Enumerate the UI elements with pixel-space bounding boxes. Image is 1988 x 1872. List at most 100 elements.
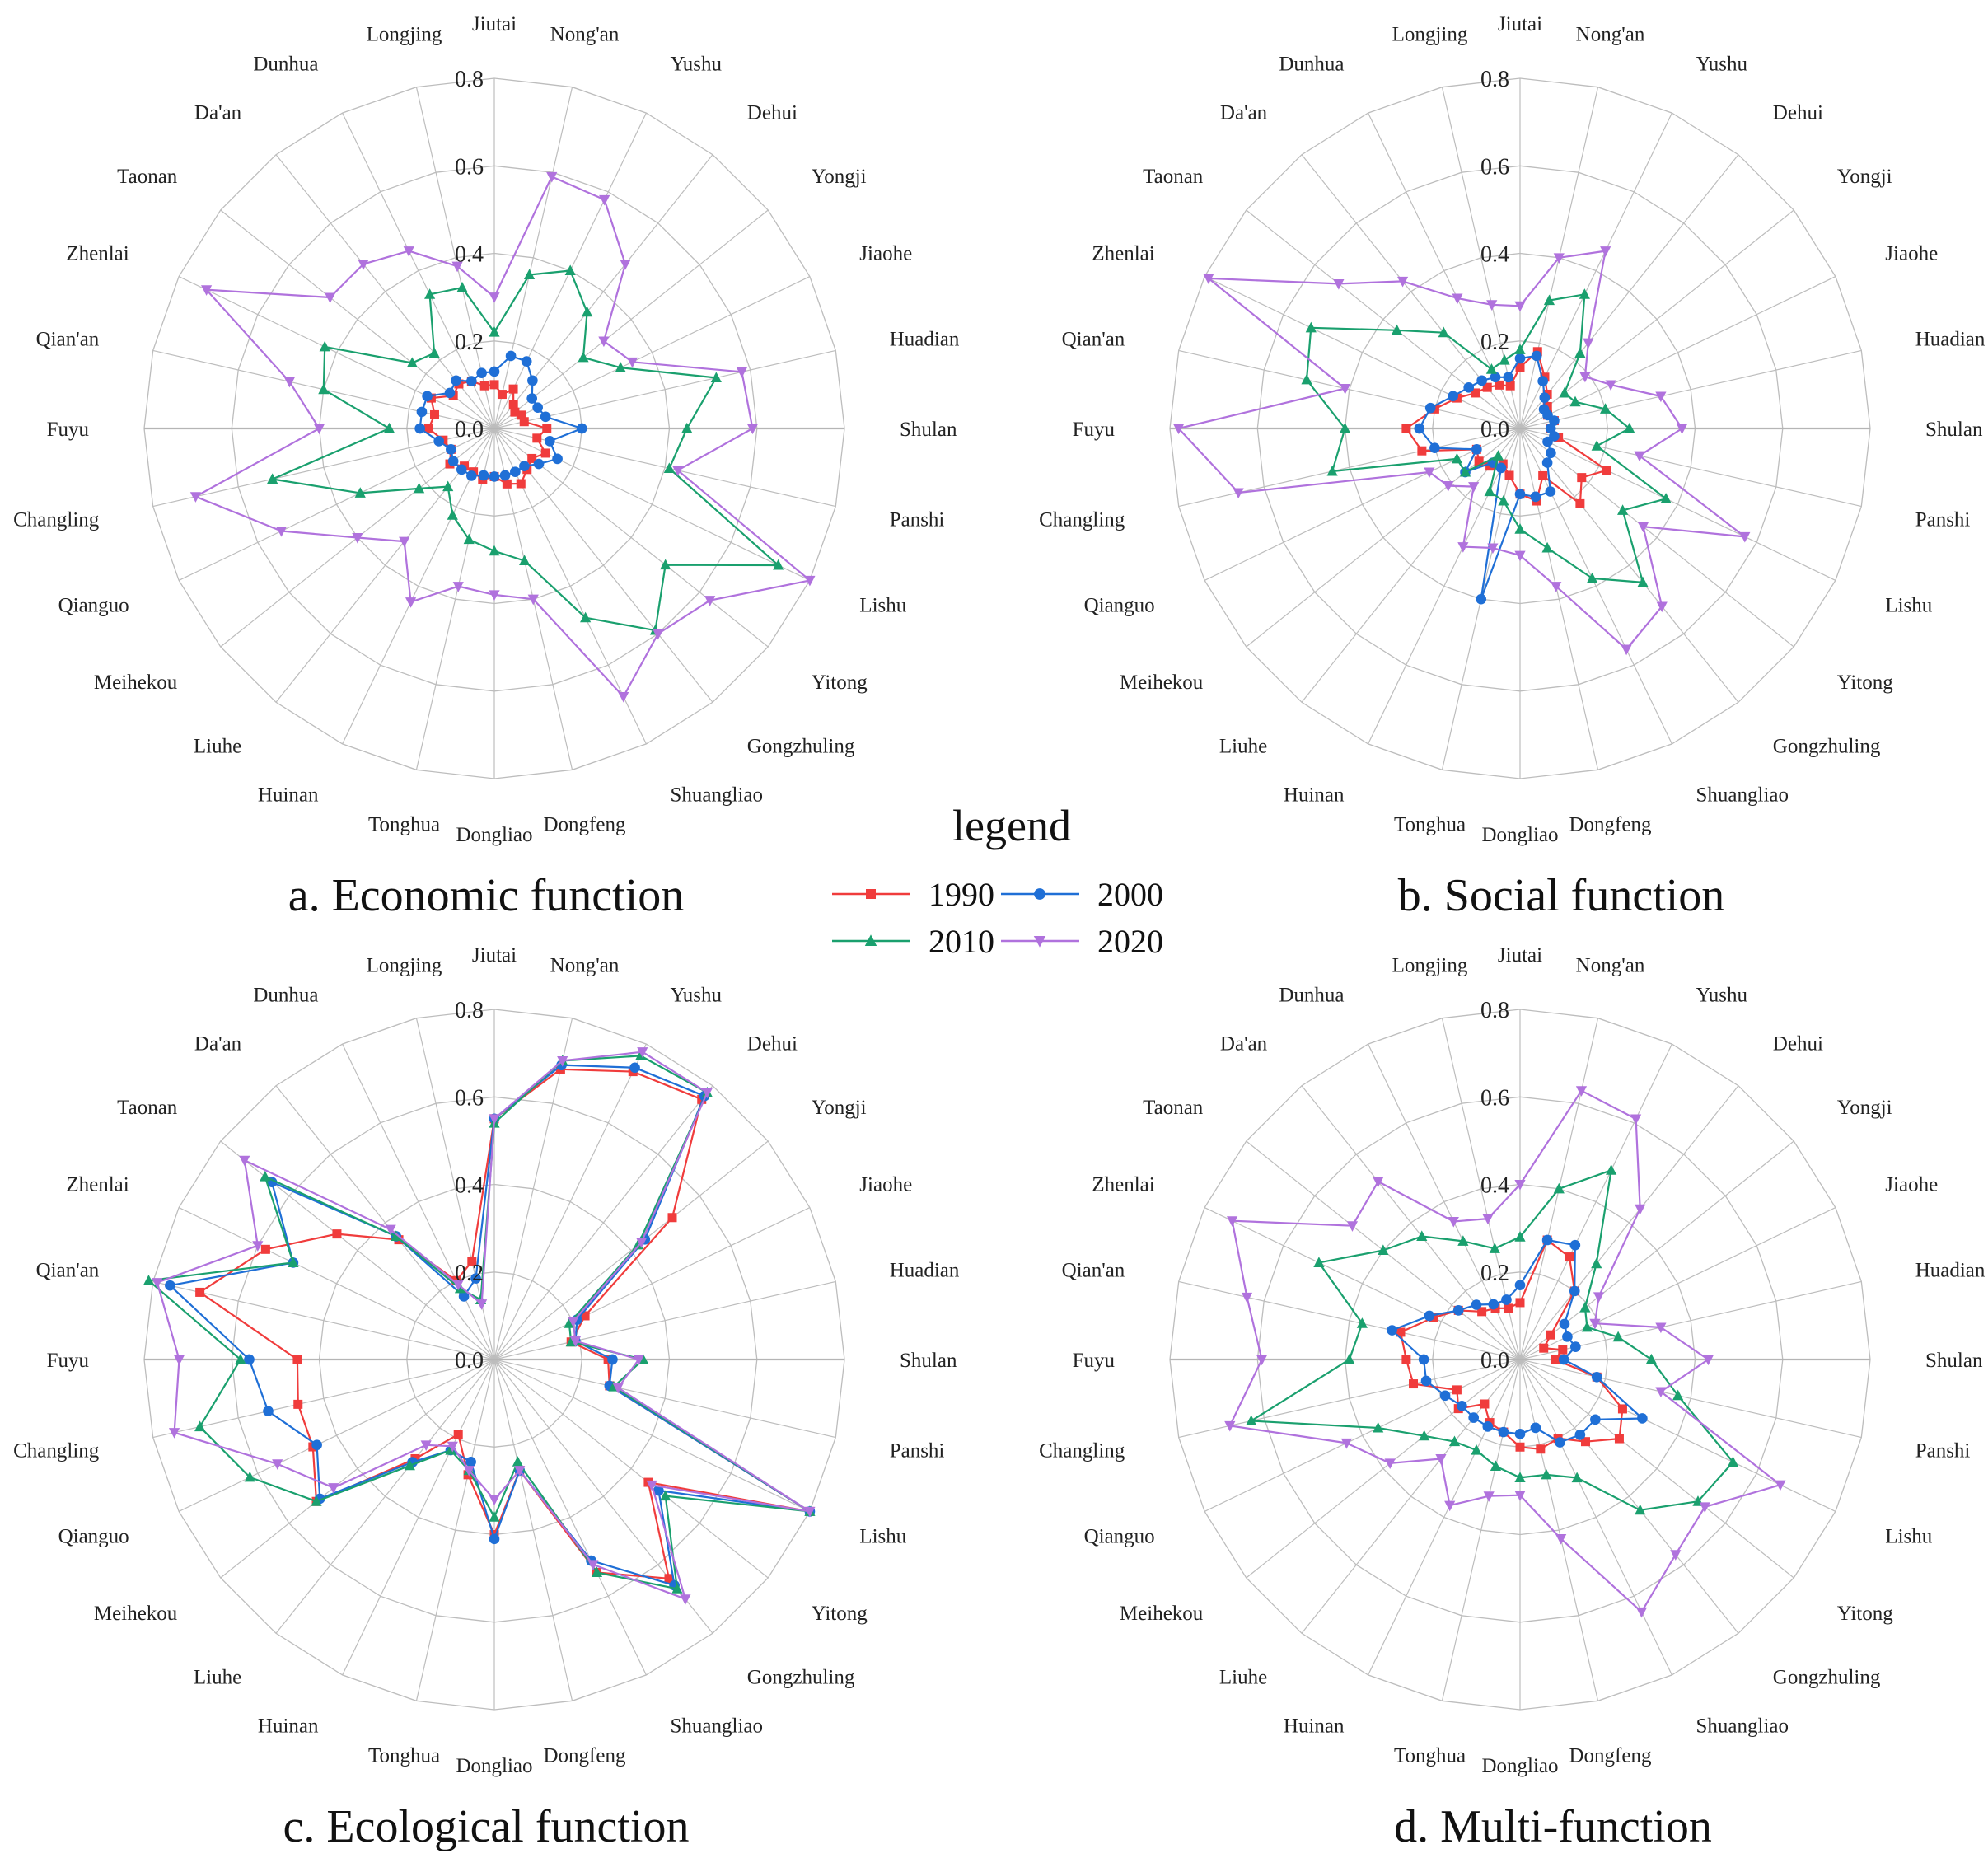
point-2010-huinan [1484,485,1495,497]
point-1990-shuangliao [516,479,526,489]
category-label-shuangliao: Shuangliao [1696,784,1789,806]
spoke [1204,428,1521,581]
category-label-jiutai: Jiutai [1498,944,1542,966]
point-2010-lishu [773,559,784,570]
spoke [342,112,495,429]
point-2010-zhenlai [1305,321,1317,333]
point-2010-longjing [1499,353,1510,365]
point-2010-yongji [1579,1301,1591,1313]
point-1990-fuyu [292,1355,302,1364]
category-label-gongzhuling: Gongzhuling [1773,1667,1881,1689]
spoke [493,1140,769,1360]
point-2020-longjing [1486,300,1498,311]
point-2020-panshi [1634,451,1645,462]
point-2020-liuhe [1435,1453,1447,1465]
category-label-gongzhuling: Gongzhuling [1773,736,1881,758]
point-2010-taonan [406,357,418,368]
point-1990-jiutai [489,380,499,390]
point-2010-zhenlai [1313,1257,1325,1267]
legend: legend 1990 2000 2010 2020 [832,801,1163,960]
category-label-taonan: Taonan [117,1097,178,1119]
category-label-yongji: Yongji [812,1097,867,1119]
category-label-huinan: Huinan [1284,1715,1345,1737]
series-2000 [165,1060,816,1591]
category-label-qian-an: Qian'an [36,1260,100,1282]
category-label-dongliao: Dongliao [1481,824,1558,846]
point-2010-da-an [428,347,440,358]
point-2000-huadian [1570,1341,1581,1352]
point-2000-yushu [521,356,532,367]
point-2010-dongfeng [1541,1468,1552,1480]
point-2020-yushu [599,194,610,206]
spoke [493,1018,573,1360]
point-1990-qian-an [1396,1327,1406,1337]
legend-marker-1990 [866,889,876,899]
point-2000-qianguo [311,1439,322,1451]
point-2020-qianguo [1340,1438,1352,1449]
ecological-function-radar: Jiutai Nong'an Yushu Dehui Yongji Jiaohe Huadi… [13,944,960,1777]
point-2020-tonghua [452,582,464,592]
point-2000-shulan [607,1354,618,1365]
category-label-zhenlai: Zhenlai [1092,1174,1154,1196]
point-2010-fuyu [1339,422,1351,433]
point-2020-da-an [385,1224,396,1236]
point-2010-lishu [1727,1456,1739,1467]
point-2000-qian-an [1387,1325,1397,1336]
category-label-jiutai: Jiutai [472,13,517,35]
point-2020-changling [1224,1420,1236,1432]
spoke [275,428,495,703]
spoke [1441,87,1521,429]
tick-label-0-2: 0.2 [1480,330,1509,355]
point-2020-yitong [1699,1502,1710,1514]
point-2010-dunhua [1457,1235,1469,1246]
point-2000-taonan [1452,1305,1464,1316]
point-1990-zhenlai [260,1244,270,1254]
spoke [178,1359,495,1512]
point-2010-dongfeng [512,1456,523,1467]
legend-title: legend [952,801,1071,850]
radial-tick-labels: 0.0 0.2 0.4 0.6 0.8 [1480,67,1509,442]
category-label-zhenlai: Zhenlai [66,1174,129,1196]
category-label-fuyu: Fuyu [1073,419,1116,441]
category-label-longjing: Longjing [1392,23,1468,45]
point-2000-zhenlai [1424,1310,1435,1322]
category-label-meihekou: Meihekou [94,1603,178,1625]
spoke [220,1359,495,1579]
point-2020-dongfeng [514,1466,526,1477]
point-2000-qian-an [416,406,428,418]
point-2020-yongji [598,336,610,348]
point-2000-qianguo [446,444,456,455]
point-2010-liuhe [1448,1435,1461,1447]
point-2010-qianguo [1451,452,1463,464]
point-2020-lishu [804,1506,816,1518]
point-1990-taonan [1471,388,1480,398]
spoke [1368,428,1521,745]
point-2020-jiutai [489,292,500,303]
series-2020 [1224,1086,1786,1618]
point-2020-dongfeng [1551,582,1562,592]
category-label-meihekou: Meihekou [1120,1603,1204,1625]
point-2010-qian-an [1301,373,1312,385]
category-label-taonan: Taonan [1143,1097,1204,1119]
category-label-changling: Changling [1039,1440,1125,1462]
panel-title-ecological: c. Ecological function [283,1801,690,1852]
category-label-shuangliao: Shuangliao [671,1715,764,1737]
spoke [342,1043,495,1360]
spoke [1519,1359,1739,1634]
point-1990-shuangliao [1538,470,1548,480]
category-label-lishu: Lishu [859,595,906,617]
category-label-panshi: Panshi [1915,509,1971,531]
point-2000-tonghua [465,1456,476,1467]
spoke [1519,428,1739,703]
spoke [1519,1359,1599,1701]
tick-label-0-8: 0.8 [455,998,484,1023]
point-1990-fuyu [1401,424,1411,433]
point-1990-longjing [1505,381,1515,391]
point-2000-yitong [533,458,545,470]
point-2020-shulan [1702,1355,1714,1366]
point-2020-huadian [1655,391,1667,403]
point-2020-qianguo [272,1459,283,1470]
point-2020-dunhua [1452,293,1463,305]
point-2000-yushu [629,1062,640,1074]
point-2010-changling [1326,465,1338,476]
